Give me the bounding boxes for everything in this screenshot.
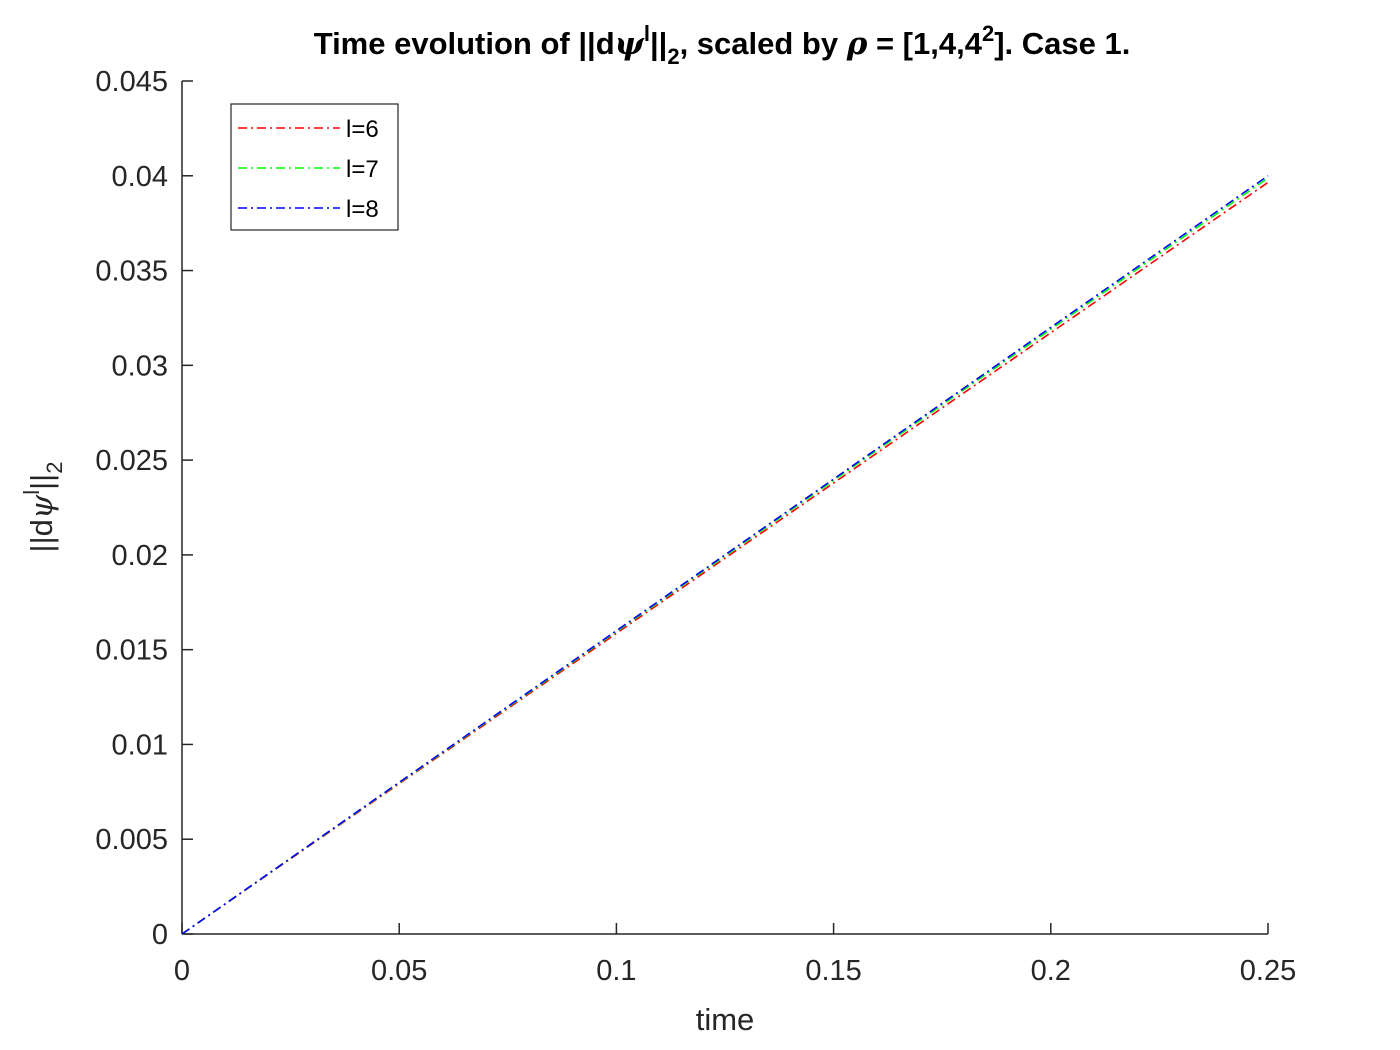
y-tick-label-3: 0.015 xyxy=(95,635,168,667)
y-tick-label-9: 0.045 xyxy=(95,66,168,98)
y-tick-label-1: 0.005 xyxy=(95,824,168,856)
x-tick-label-2: 0.1 xyxy=(596,955,636,987)
y-axis-ticks: 0 0.005 0.01 0.015 0.02 0.025 0.03 0.035 0.04 0.0… xyxy=(95,66,193,951)
legend-label-l=8: l=8 xyxy=(346,196,379,223)
y-tick-label-8: 0.04 xyxy=(112,161,168,193)
x-axis-label: time xyxy=(696,1002,755,1037)
y-tick-label-0: 0 xyxy=(152,919,168,951)
series-line-l=6 xyxy=(181,181,1269,935)
chart-title: Time evolution of ||dψl||2, scaled by ρ … xyxy=(314,21,1131,69)
series-line-l=7 xyxy=(181,177,1269,935)
x-tick-label-3: 0.15 xyxy=(805,955,861,987)
y-tick-label-7: 0.035 xyxy=(95,256,168,288)
x-tick-label-0: 0 xyxy=(174,955,190,987)
y-axis-label: ||dψl||2 xyxy=(19,462,67,553)
legend: l=6 l=7 l=8 xyxy=(230,103,399,231)
series-line-l=8 xyxy=(181,175,1269,935)
y-tick-label-4: 0.02 xyxy=(112,540,168,572)
x-tick-label-1: 0.05 xyxy=(371,955,427,987)
legend-label-l=7: l=7 xyxy=(346,156,379,183)
x-tick-label-4: 0.2 xyxy=(1031,955,1071,987)
x-tick-label-5: 0.25 xyxy=(1240,955,1296,987)
y-tick-label-2: 0.01 xyxy=(112,729,168,761)
series-lines xyxy=(181,175,1269,935)
legend-label-l=6: l=6 xyxy=(346,116,379,143)
legend-box xyxy=(230,103,399,231)
y-tick-label-6: 0.03 xyxy=(112,350,168,382)
y-tick-label-5: 0.025 xyxy=(95,445,168,477)
